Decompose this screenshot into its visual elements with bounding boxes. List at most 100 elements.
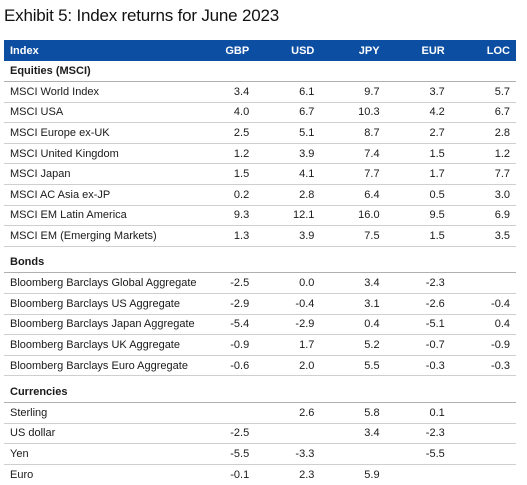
section-title: Currencies bbox=[4, 381, 516, 403]
value-cell-eur: 0.1 bbox=[385, 402, 451, 424]
row-label: Yen bbox=[4, 443, 191, 465]
table-row: Bloomberg Barclays Global Aggregate -2.5 0… bbox=[4, 272, 516, 295]
value-cell-usd: 2.8 bbox=[255, 184, 321, 206]
value-cell-jpy: 10.3 bbox=[320, 102, 386, 124]
value-cell-gbp: -2.5 bbox=[190, 272, 256, 295]
value-cell-loc: -0.4 bbox=[450, 293, 516, 315]
header-usd: USD bbox=[291, 44, 315, 57]
value-cell-loc bbox=[450, 423, 516, 445]
table-row: MSCI Japan 1.5 4.1 7.7 1.7 7.7 bbox=[4, 163, 516, 186]
value-cell-gbp bbox=[190, 402, 256, 424]
section-header-row: Equities (MSCI) bbox=[4, 61, 516, 83]
value-cell-usd: 4.1 bbox=[255, 163, 321, 186]
value-cell-loc: 1.2 bbox=[450, 143, 516, 165]
value-cell-eur: 9.5 bbox=[385, 205, 451, 227]
table-row: Sterling 2.6 5.8 0.1 bbox=[4, 402, 516, 424]
value-cell-loc: -0.9 bbox=[450, 334, 516, 356]
value-cell-loc: 7.7 bbox=[450, 163, 516, 186]
value-cell-gbp: -0.6 bbox=[190, 355, 256, 377]
value-cell-usd: 1.7 bbox=[255, 334, 321, 356]
table-row: MSCI EM (Emerging Markets) 1.3 3.9 7.5 1.5 3.… bbox=[4, 225, 516, 247]
exhibit-title: Exhibit 5: Index returns for June 2023 bbox=[4, 6, 279, 25]
value-cell-usd: -0.4 bbox=[255, 293, 321, 315]
header-eur: EUR bbox=[421, 44, 445, 57]
header-index: Index bbox=[10, 44, 39, 57]
value-cell-loc: -0.3 bbox=[450, 355, 516, 377]
value-cell-usd: 2.3 bbox=[299, 468, 315, 481]
value-cell-gbp: 1.2 bbox=[190, 143, 256, 165]
value-cell-jpy: 6.4 bbox=[320, 184, 386, 206]
value-cell-jpy: 3.1 bbox=[320, 293, 386, 315]
table-row: MSCI EM Latin America 9.3 12.1 16.0 9.5 6.9 bbox=[4, 205, 516, 227]
value-cell-gbp: 1.3 bbox=[190, 225, 256, 247]
value-cell-gbp: 4.0 bbox=[190, 102, 256, 124]
value-cell-jpy: 16.0 bbox=[320, 205, 386, 227]
section-header-row: Bonds bbox=[4, 252, 516, 274]
value-cell-eur: 1.5 bbox=[385, 225, 451, 247]
table-row: MSCI AC Asia ex-JP 0.2 2.8 6.4 0.5 3.0 bbox=[4, 184, 516, 206]
header-gbp: GBP bbox=[225, 44, 250, 57]
value-cell-gbp: -5.5 bbox=[190, 443, 256, 465]
value-cell-usd: 2.6 bbox=[255, 402, 321, 424]
value-cell-gbp: -2.5 bbox=[190, 423, 256, 445]
row-label: MSCI Europe ex-UK bbox=[4, 122, 191, 144]
row-label: MSCI USA bbox=[4, 102, 191, 124]
header-loc: LOC bbox=[486, 44, 510, 57]
row-label: Bloomberg Barclays US Aggregate bbox=[4, 293, 191, 315]
value-cell-usd: 0.0 bbox=[255, 272, 321, 295]
table-row: Yen -5.5 -3.3 -5.5 bbox=[4, 443, 516, 465]
value-cell-eur: 1.7 bbox=[385, 163, 451, 186]
value-cell-eur: 0.5 bbox=[385, 184, 451, 206]
value-cell-loc: 3.0 bbox=[450, 184, 516, 206]
row-label: Euro bbox=[10, 468, 34, 481]
value-cell-jpy: 3.4 bbox=[320, 423, 386, 445]
value-cell-loc: 6.9 bbox=[450, 205, 516, 227]
table-row: US dollar -2.5 3.4 -2.3 bbox=[4, 423, 516, 445]
value-cell-loc bbox=[451, 464, 516, 485]
returns-table: Index GBP USD JPY EUR LOC Equities (MSCI… bbox=[4, 40, 516, 485]
value-cell-gbp: 2.5 bbox=[190, 122, 256, 144]
table-row: MSCI World Index 3.4 6.1 9.7 3.7 5.7 bbox=[4, 81, 516, 103]
table-row: Euro -0.1 2.3 5.9 bbox=[4, 464, 516, 485]
value-cell-usd: 5.1 bbox=[255, 122, 321, 144]
value-cell-jpy: 5.8 bbox=[320, 402, 386, 424]
value-cell-jpy: 8.7 bbox=[320, 122, 386, 144]
value-cell-gbp: -0.1 bbox=[230, 468, 250, 481]
value-cell-eur: -2.6 bbox=[385, 293, 451, 315]
value-cell-usd: -2.9 bbox=[255, 314, 321, 336]
value-cell-jpy: 5.5 bbox=[320, 355, 386, 377]
value-cell-jpy: 5.2 bbox=[320, 334, 386, 356]
value-cell-loc: 5.7 bbox=[450, 81, 516, 103]
value-cell-eur: -5.5 bbox=[385, 443, 451, 465]
value-cell-usd: 3.9 bbox=[255, 225, 321, 247]
section-title: Equities (MSCI) bbox=[4, 61, 516, 83]
row-label: Bloomberg Barclays Global Aggregate bbox=[4, 272, 197, 295]
table-row: Bloomberg Barclays US Aggregate -2.9 -0.4 3… bbox=[4, 293, 516, 315]
value-cell-gbp: -5.4 bbox=[190, 314, 256, 336]
row-label: Bloomberg Barclays Euro Aggregate bbox=[4, 355, 191, 377]
value-cell-eur: 1.5 bbox=[385, 143, 451, 165]
value-cell-jpy: 9.7 bbox=[320, 81, 386, 103]
value-cell-loc bbox=[450, 402, 516, 424]
section-title: Bonds bbox=[4, 252, 516, 274]
table-body: Equities (MSCI) MSCI World Index 3.4 6.1 9.7… bbox=[4, 61, 516, 485]
value-cell-gbp: 1.5 bbox=[190, 163, 256, 186]
value-cell-eur: -0.3 bbox=[385, 355, 451, 377]
value-cell-jpy: 5.9 bbox=[364, 468, 380, 481]
row-label: MSCI AC Asia ex-JP bbox=[4, 184, 191, 206]
value-cell-jpy: 7.5 bbox=[320, 225, 386, 247]
row-label: Bloomberg Barclays UK Aggregate bbox=[4, 334, 191, 356]
value-cell-loc: 3.5 bbox=[450, 225, 516, 247]
row-label: Sterling bbox=[4, 402, 191, 424]
value-cell-jpy: 3.4 bbox=[320, 272, 386, 295]
row-label: MSCI United Kingdom bbox=[4, 143, 191, 165]
value-cell-gbp: -0.9 bbox=[190, 334, 256, 356]
value-cell-loc: 2.8 bbox=[450, 122, 516, 144]
table-row: MSCI United Kingdom 1.2 3.9 7.4 1.5 1.2 bbox=[4, 143, 516, 165]
value-cell-eur: 4.2 bbox=[385, 102, 451, 124]
value-cell-gbp: 0.2 bbox=[190, 184, 256, 206]
value-cell-loc bbox=[450, 443, 516, 465]
header-jpy: JPY bbox=[358, 44, 380, 57]
table-row: MSCI USA 4.0 6.7 10.3 4.2 6.7 bbox=[4, 102, 516, 124]
